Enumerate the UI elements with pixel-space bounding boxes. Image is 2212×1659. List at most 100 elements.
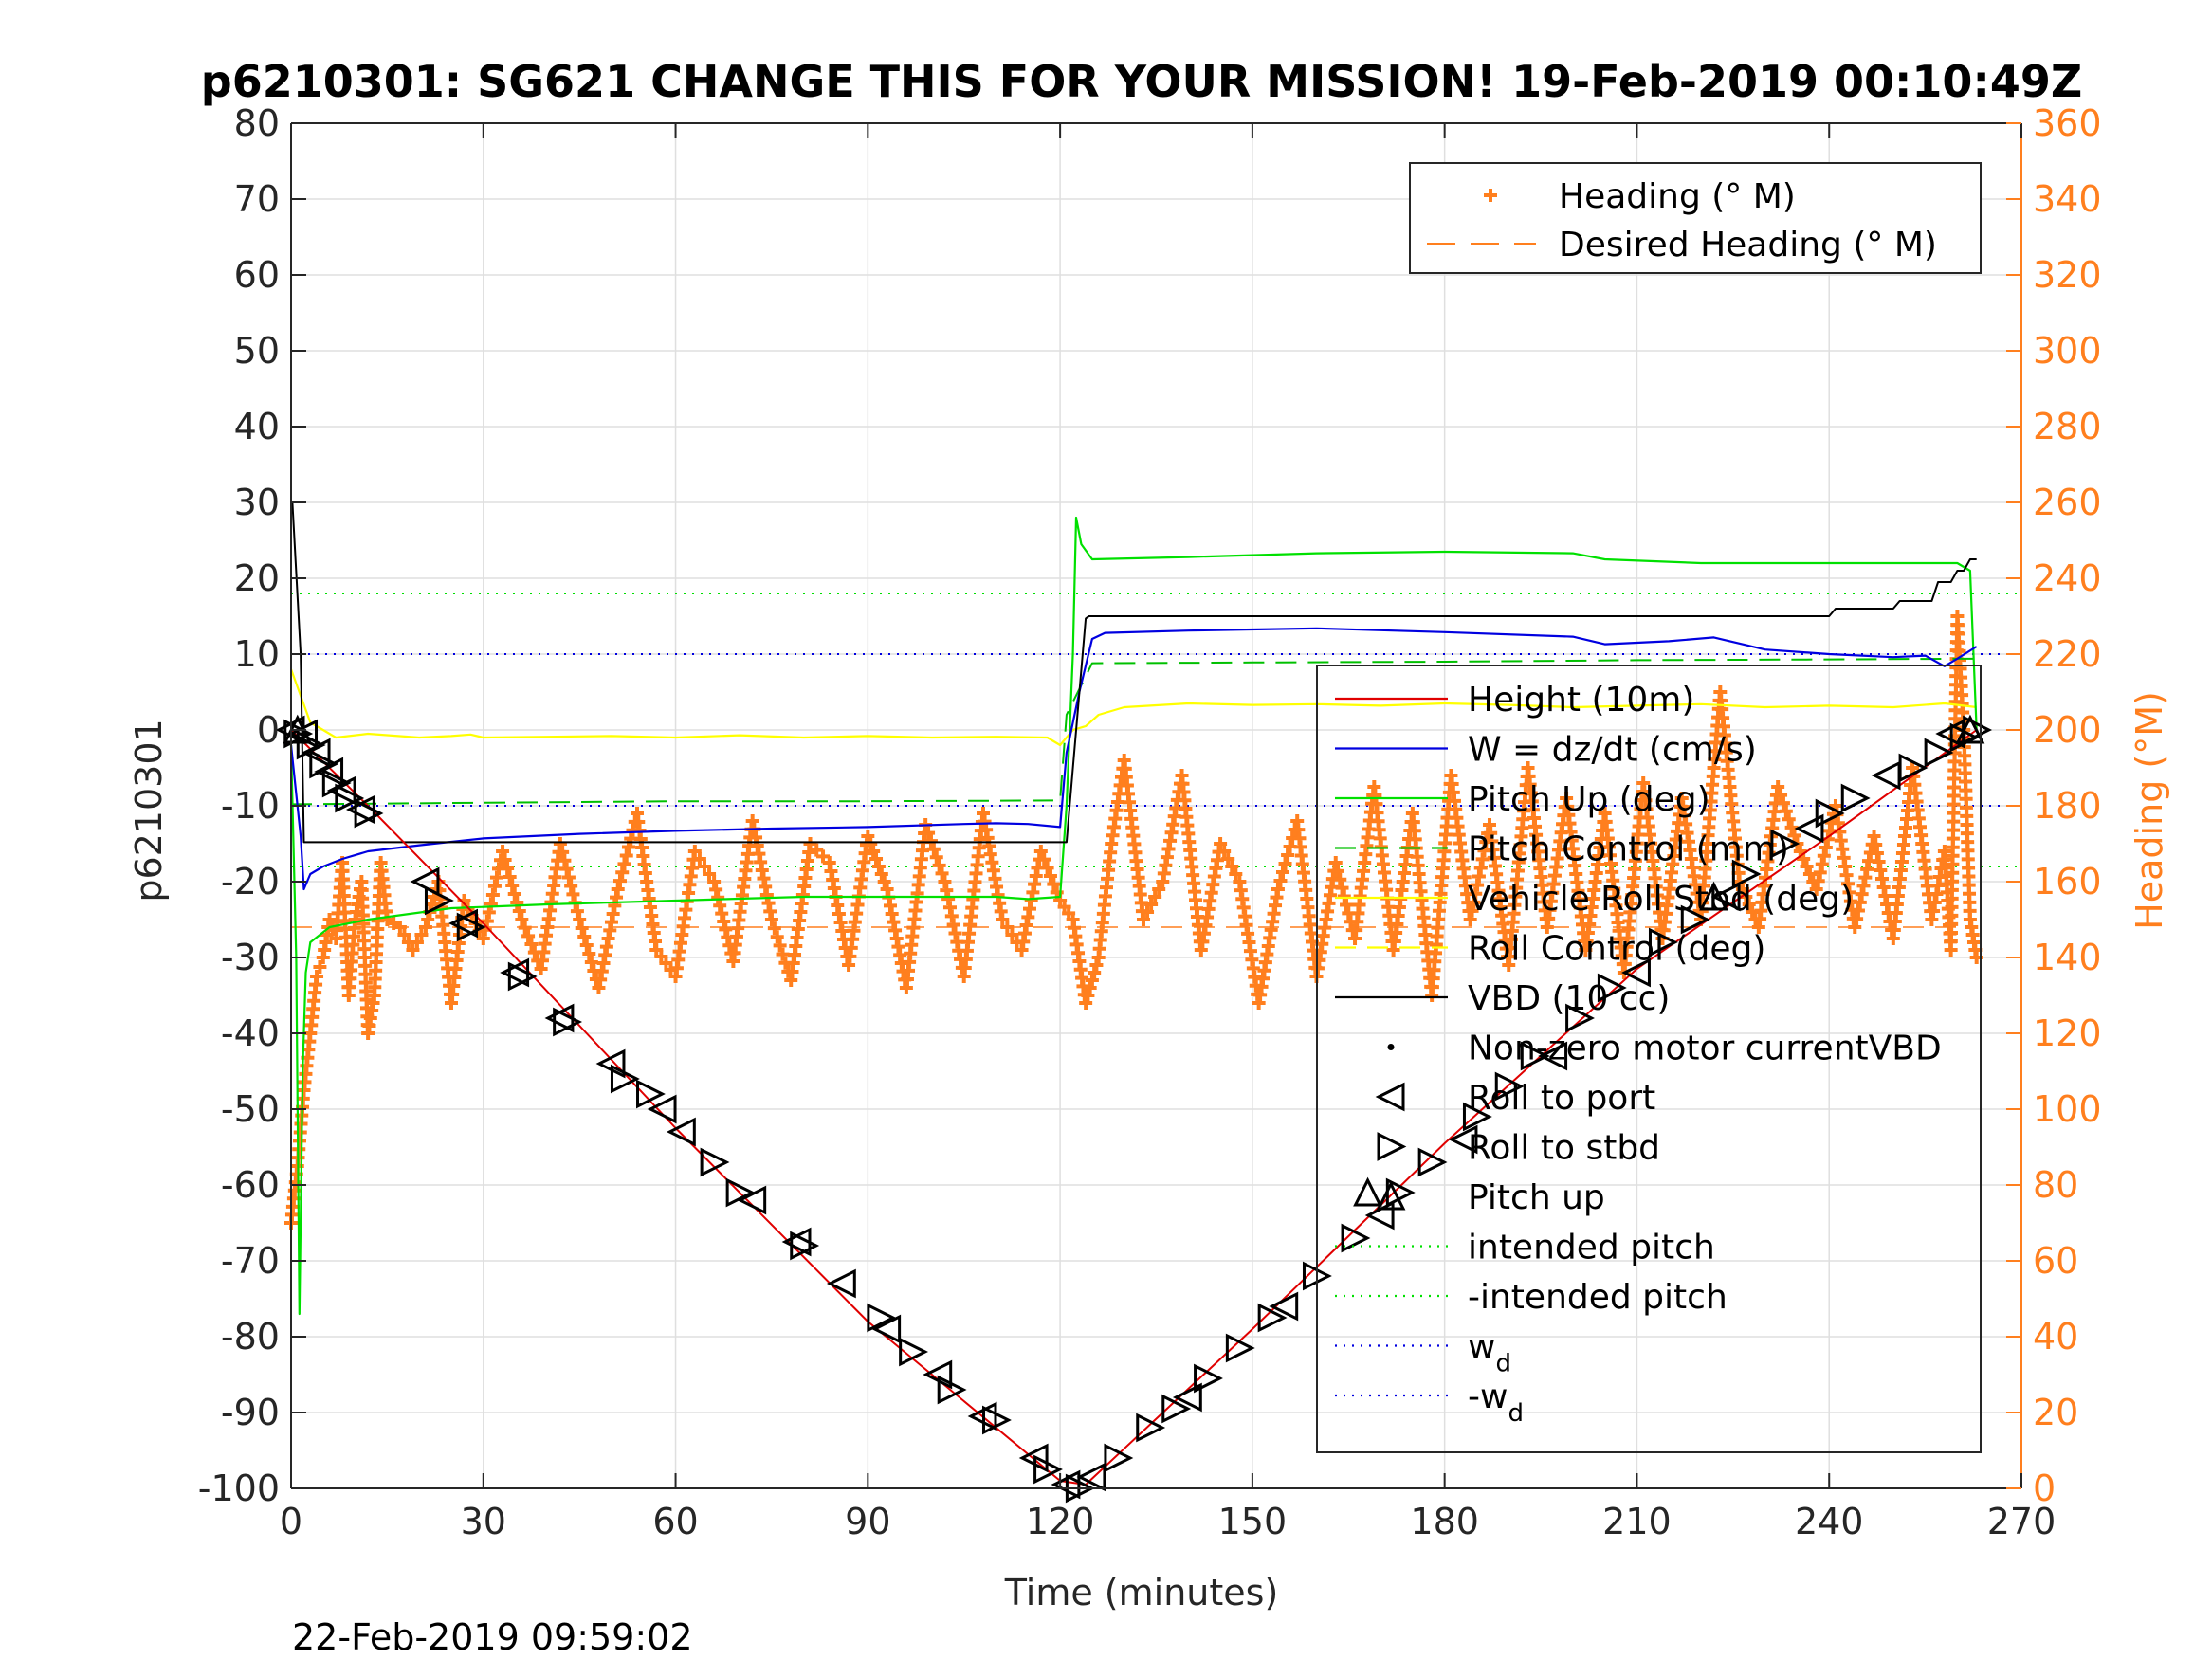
y-tick-label: -100 xyxy=(198,1468,280,1509)
heading-point xyxy=(1037,852,1051,866)
heading-point xyxy=(1335,881,1349,895)
x-tick-label: 270 xyxy=(1987,1501,2057,1542)
heading-point xyxy=(561,870,576,884)
legend-label: Pitch Control (mm) xyxy=(1468,830,1789,869)
y2-tick-label: 60 xyxy=(2033,1240,2078,1282)
y2-tick-label: 120 xyxy=(2033,1012,2102,1054)
heading-point xyxy=(582,947,596,960)
roll-to-stbd-marker xyxy=(899,1337,929,1367)
pitch-up-marker xyxy=(1955,714,1985,744)
y-tick-label: 70 xyxy=(234,178,280,220)
y-tick-label: -10 xyxy=(221,785,280,827)
legend-subscript: d xyxy=(1508,1399,1524,1428)
heading-point xyxy=(612,874,627,888)
pitch-series xyxy=(289,516,1978,1316)
heading-point xyxy=(717,915,731,928)
heading-point xyxy=(524,938,539,951)
roll-to-stbd-marker xyxy=(636,1079,666,1109)
heading-point xyxy=(687,845,702,858)
heading-point xyxy=(313,960,327,974)
heading-point xyxy=(489,870,503,884)
legend-label: Vehicle Roll Stbd (deg) xyxy=(1468,880,1854,919)
legend-entry: Pitch Up (deg) xyxy=(1335,780,1710,819)
legend-entry: Non-zero motor currentVBD xyxy=(1387,1030,1942,1068)
roll-to-stbd-marker xyxy=(1417,1147,1448,1177)
heading-point xyxy=(1033,845,1048,858)
y2-tick-label: 260 xyxy=(2033,482,2102,523)
heading-point xyxy=(926,842,941,856)
legend-entry: Roll to stbd xyxy=(1377,1129,1660,1168)
y2-tick-label: 80 xyxy=(2033,1164,2078,1206)
y2-tick-label: 20 xyxy=(2033,1392,2078,1433)
heading-point xyxy=(584,956,598,969)
heading-legend-box xyxy=(1409,162,1982,274)
y2-tick-label: 140 xyxy=(2033,937,2102,978)
legend-entry: Pitch up xyxy=(1376,1178,1605,1217)
data-series xyxy=(275,501,2021,1504)
legend-plus-icon xyxy=(1484,189,1497,202)
legend-triangle-right-icon xyxy=(1377,1132,1407,1161)
heading-point xyxy=(510,896,524,909)
heading-point xyxy=(1043,869,1057,883)
y-tick-label: -20 xyxy=(221,861,280,902)
legend-label: Roll Control (deg) xyxy=(1468,930,1765,969)
heading-point xyxy=(1337,889,1351,903)
roll-to-stbd-marker xyxy=(1898,753,1929,783)
heading-point xyxy=(871,860,886,873)
y-tick-label: 0 xyxy=(257,709,280,751)
roll-to-stbd-marker xyxy=(456,912,486,942)
legend-label: W = dz/dt (cm/s) xyxy=(1468,731,1757,770)
y-tick-label: -50 xyxy=(221,1088,280,1130)
heading-point xyxy=(515,913,529,926)
heading-point xyxy=(996,913,1010,926)
heading-point xyxy=(1088,966,1102,979)
heading-point xyxy=(1085,974,1099,987)
heading-point xyxy=(1742,898,1756,911)
y-tick-label: 30 xyxy=(234,482,280,523)
heading-point xyxy=(503,870,517,884)
roll-to-stbd-marker xyxy=(610,1064,640,1094)
heading-point xyxy=(935,866,949,881)
heading-point xyxy=(564,879,578,893)
heading-point xyxy=(566,887,580,902)
heading-point xyxy=(1276,866,1289,879)
heading-point xyxy=(559,862,574,876)
x-tick-label: 180 xyxy=(1410,1501,1479,1542)
heading-point xyxy=(556,845,570,859)
y-tick-label: 20 xyxy=(234,557,280,599)
roll-to-stbd-marker xyxy=(1341,1223,1371,1253)
heading-point xyxy=(1811,874,1825,888)
y-tick-label: 50 xyxy=(234,330,280,372)
roll-to-stbd-marker xyxy=(1520,1041,1550,1071)
x-tick-label: 30 xyxy=(461,1501,506,1542)
heading-point xyxy=(1217,845,1232,858)
y2-tick-label: 0 xyxy=(2033,1468,2056,1509)
vbd-series xyxy=(291,501,1977,844)
y2-tick-label: 320 xyxy=(2033,254,2102,296)
heading-point xyxy=(932,858,946,872)
roll-series xyxy=(289,668,1977,747)
roll-to-stbd-marker xyxy=(1194,1363,1223,1394)
footer-timestamp: 22-Feb-2019 09:59:02 xyxy=(292,1616,693,1658)
roll-to-stbd-marker xyxy=(937,1375,967,1405)
roll-to-stbd-marker xyxy=(1924,738,1954,768)
w-series xyxy=(289,627,1978,891)
roll-to-stbd-marker xyxy=(1731,859,1762,889)
heading-point xyxy=(711,890,725,904)
roll-to-stbd-marker xyxy=(1136,1413,1166,1443)
heading-point xyxy=(764,913,778,926)
heading-point xyxy=(929,850,943,865)
legend-triangle-left-icon xyxy=(1375,1082,1405,1112)
heading-point xyxy=(923,834,938,848)
heading-point xyxy=(1148,890,1162,903)
y-tick-label: 40 xyxy=(234,406,280,447)
heading-point xyxy=(1771,780,1785,793)
legend-label: VBD (10 cc) xyxy=(1468,979,1670,1018)
roll-to-port-marker xyxy=(871,1314,902,1344)
x-tick-label: 120 xyxy=(1026,1501,1095,1542)
y2-tick-label: 340 xyxy=(2033,178,2102,220)
heading-point xyxy=(1328,856,1343,869)
y-tick-label: -60 xyxy=(221,1164,280,1206)
roll-to-port-marker xyxy=(666,1117,696,1147)
heading-point xyxy=(553,837,567,850)
